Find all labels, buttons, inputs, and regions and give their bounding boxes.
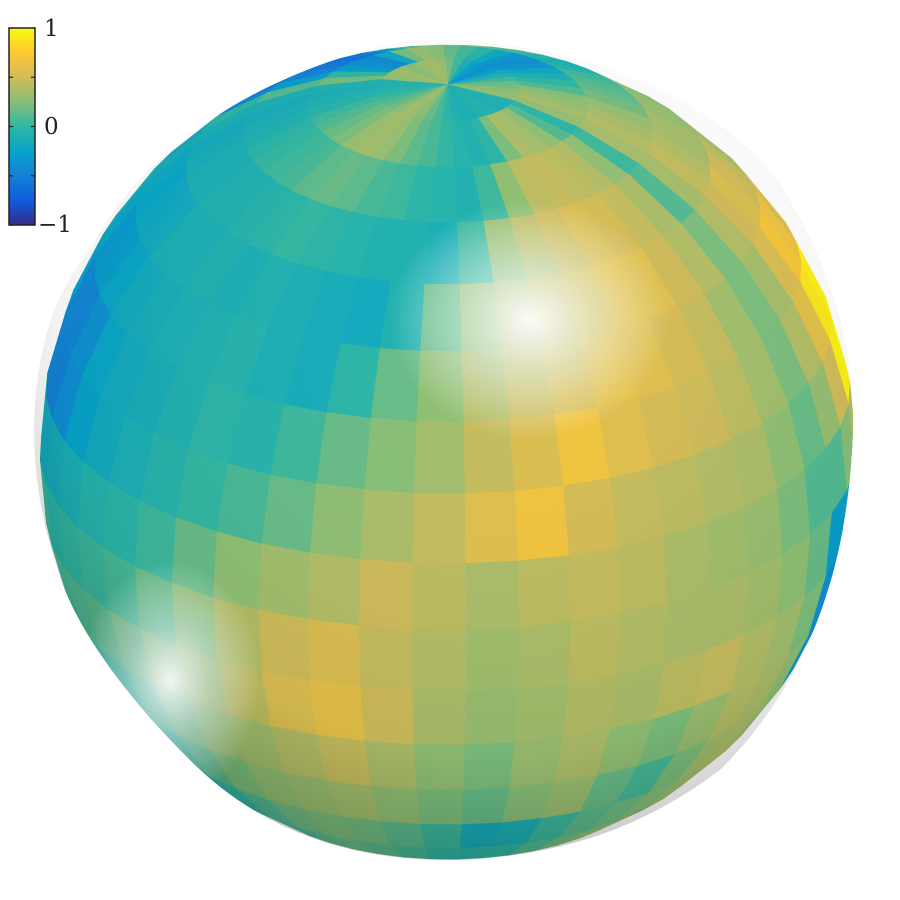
colorbar-fill — [8, 27, 36, 226]
colorbar-tick-label-bottom: −1 — [38, 212, 72, 238]
colorbar: 1 0 −1 — [8, 16, 72, 238]
specular-highlight-main — [390, 200, 670, 440]
specular-highlight-lower — [80, 560, 260, 800]
colorbar-tick-label-top: 1 — [44, 16, 59, 42]
colorbar-ticks — [9, 27, 35, 226]
colorbar-tick-label-middle: 0 — [44, 114, 59, 140]
